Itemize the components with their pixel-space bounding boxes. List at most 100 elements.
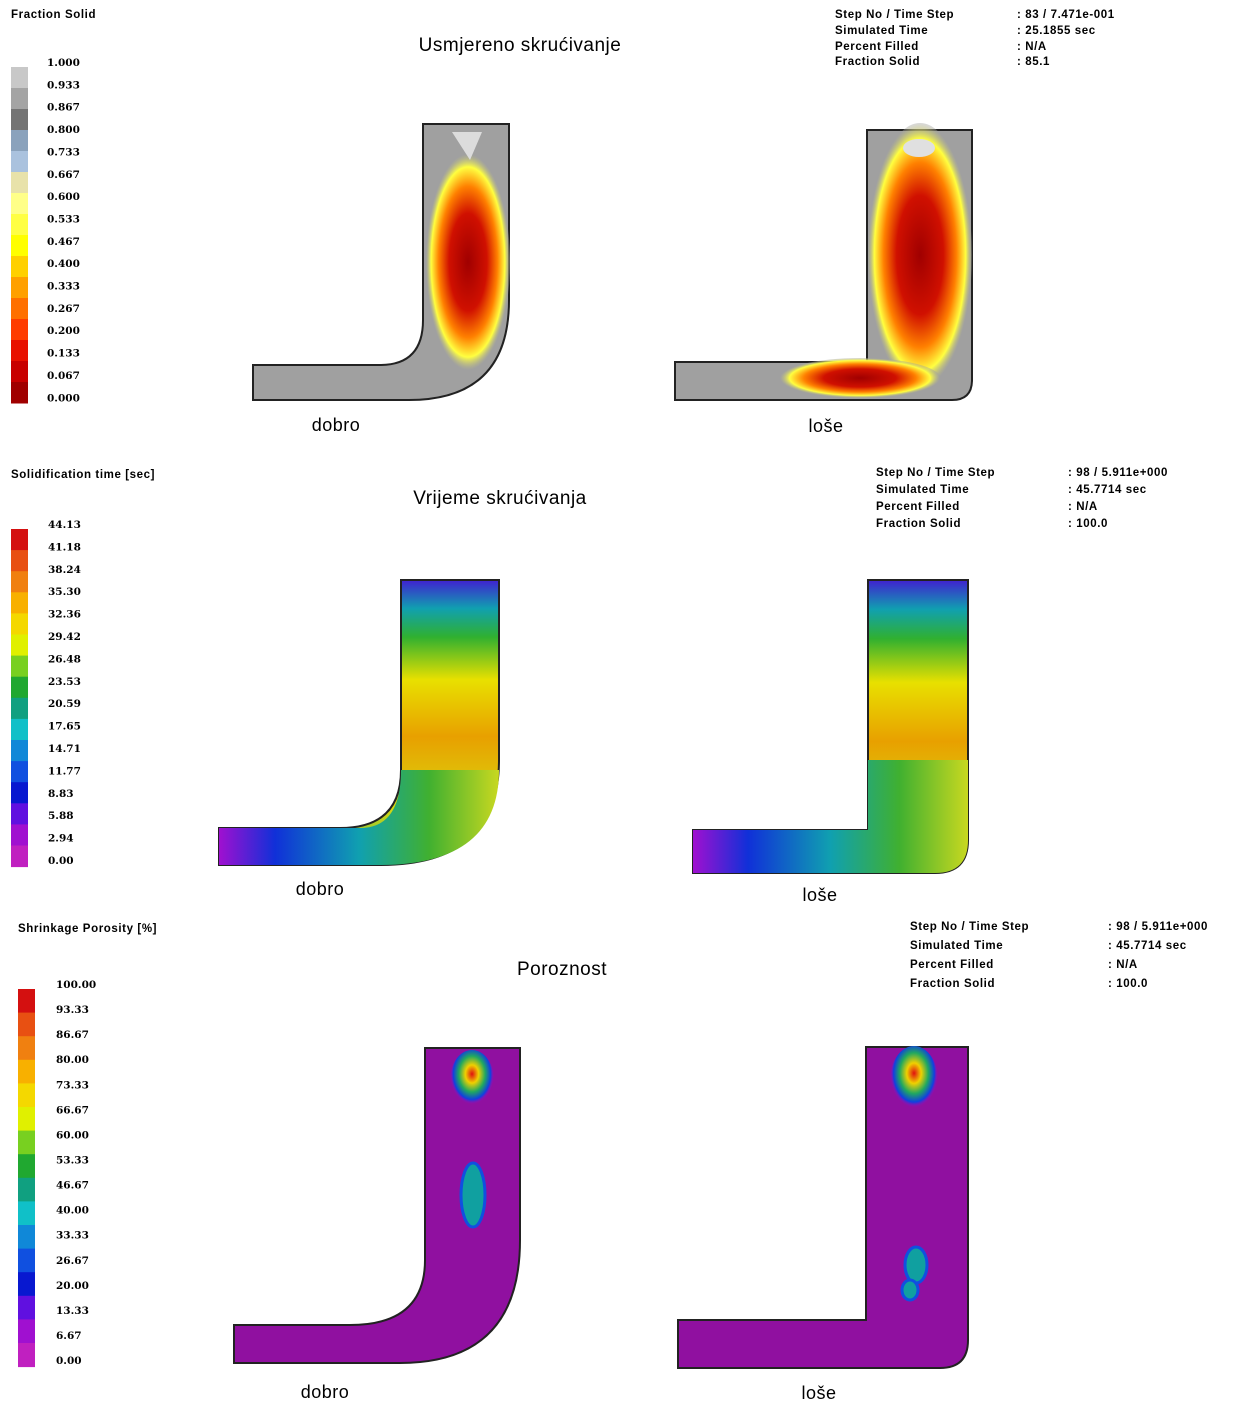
legend-label: 0.267: [47, 303, 80, 315]
info-label: Percent Filled: [835, 41, 919, 53]
legend-swatch: [11, 361, 28, 383]
info-value: : N/A: [1068, 501, 1098, 513]
legend-title: Shrinkage Porosity [%]: [18, 923, 157, 935]
info-label: Fraction Solid: [876, 518, 961, 530]
legend-label: 0.067: [47, 370, 80, 382]
legend-swatch: [11, 550, 28, 572]
legend-swatch: [18, 1225, 35, 1250]
legend-label: 46.67: [56, 1180, 89, 1192]
legend-label: 53.33: [56, 1154, 89, 1166]
legend-label: 0.533: [47, 213, 80, 225]
info-value: : N/A: [1017, 41, 1047, 53]
legend-swatch: [11, 634, 28, 657]
legend-swatch: [11, 761, 28, 783]
legend-swatch: [18, 1083, 35, 1108]
legend-title: Solidification time [sec]: [11, 469, 155, 481]
info-value: : 45.7714 sec: [1068, 484, 1147, 496]
info-label: Fraction Solid: [910, 978, 995, 990]
legend-swatch: [11, 740, 28, 762]
legend-label: 33.33: [56, 1230, 89, 1242]
legend-label: 0.00: [48, 855, 74, 867]
legend-swatch: [11, 109, 28, 131]
legend-swatch: [11, 571, 28, 593]
legend-label: 0.800: [47, 124, 80, 136]
legend-label: 0.667: [47, 169, 80, 181]
legend-swatch: [11, 130, 28, 152]
legend-swatch: [11, 803, 28, 825]
legend-label: 0.933: [47, 79, 80, 91]
legend-swatch: [18, 1177, 35, 1202]
legend-label: 29.42: [48, 631, 81, 643]
legend-label: 44.13: [48, 519, 81, 531]
info-value: : 100.0: [1108, 978, 1148, 990]
caption: dobro: [312, 415, 361, 435]
legend-label: 0.733: [47, 146, 80, 158]
legend-swatch: [11, 277, 28, 299]
legend-swatch: [11, 613, 28, 635]
legend-swatch: [11, 697, 28, 720]
panel-title: Poroznost: [517, 959, 607, 980]
legend-swatch: [18, 1059, 35, 1084]
info-label: Simulated Time: [876, 484, 969, 496]
legend-label: 32.36: [48, 609, 81, 621]
info-label: Step No / Time Step: [910, 921, 1029, 933]
legend-swatch: [11, 235, 28, 257]
legend-swatch: [18, 1130, 35, 1155]
panel-title: Usmjereno skrućivanje: [419, 35, 622, 56]
info-label: Step No / Time Step: [835, 9, 954, 21]
legend-label: 66.67: [56, 1104, 89, 1116]
info-label: Step No / Time Step: [876, 467, 995, 479]
legend-label: 0.467: [47, 236, 80, 248]
info-label: Simulated Time: [835, 25, 928, 37]
caption: dobro: [301, 1382, 350, 1402]
legend-swatch: [11, 824, 28, 846]
legend-title: Fraction Solid: [11, 9, 96, 21]
legend-label: 40.00: [56, 1205, 89, 1217]
legend-label: 5.88: [48, 810, 74, 822]
legend-label: 0.400: [47, 258, 80, 270]
legend-swatch: [18, 1012, 35, 1037]
info-value: : 45.7714 sec: [1108, 940, 1187, 952]
legend-label: 35.30: [48, 586, 81, 598]
legend-label: 100.00: [56, 979, 96, 991]
legend-label: 73.33: [56, 1079, 89, 1091]
legend-label: 0.600: [47, 191, 80, 203]
caption: dobro: [296, 879, 345, 899]
legend-swatch: [11, 319, 28, 341]
legend-label: 0.333: [47, 281, 80, 293]
legend-swatch: [11, 655, 28, 678]
info-value: : 25.1855 sec: [1017, 25, 1096, 37]
legend-label: 0.867: [47, 102, 80, 114]
legend-label: 14.71: [48, 743, 81, 755]
legend-swatch: [18, 1272, 35, 1297]
legend-label: 41.18: [48, 541, 81, 553]
legend-swatch: [18, 1295, 35, 1320]
legend-label: 26.48: [48, 653, 81, 665]
casting-shapes: [218, 123, 973, 1369]
info-label: Percent Filled: [876, 501, 960, 513]
legend-swatch: [11, 298, 28, 320]
legend-swatch: [11, 340, 28, 362]
legend-label: 0.200: [47, 325, 80, 337]
legend-swatch: [11, 718, 28, 741]
legend-swatch: [18, 1343, 35, 1368]
legend-swatch: [11, 256, 28, 278]
legend-swatch: [18, 1107, 35, 1132]
legend-label: 20.59: [48, 698, 81, 710]
legend-swatch: [11, 88, 28, 110]
legend-label: 11.77: [48, 765, 81, 777]
legend-label: 0.00: [56, 1355, 82, 1367]
info-value: : 98 / 5.911e+000: [1068, 467, 1168, 479]
info-value: : N/A: [1108, 959, 1138, 971]
legend-swatch: [11, 782, 28, 804]
caption: loše: [808, 416, 843, 436]
legend-swatch: [18, 1319, 35, 1344]
legend-label: 80.00: [56, 1054, 89, 1066]
info-label: Fraction Solid: [835, 56, 920, 68]
legend-swatch: [11, 151, 28, 173]
legend-swatch: [11, 529, 28, 551]
legend-label: 0.133: [47, 348, 80, 360]
legend-swatch: [18, 1201, 35, 1226]
legend-label: 1.000: [47, 57, 80, 69]
